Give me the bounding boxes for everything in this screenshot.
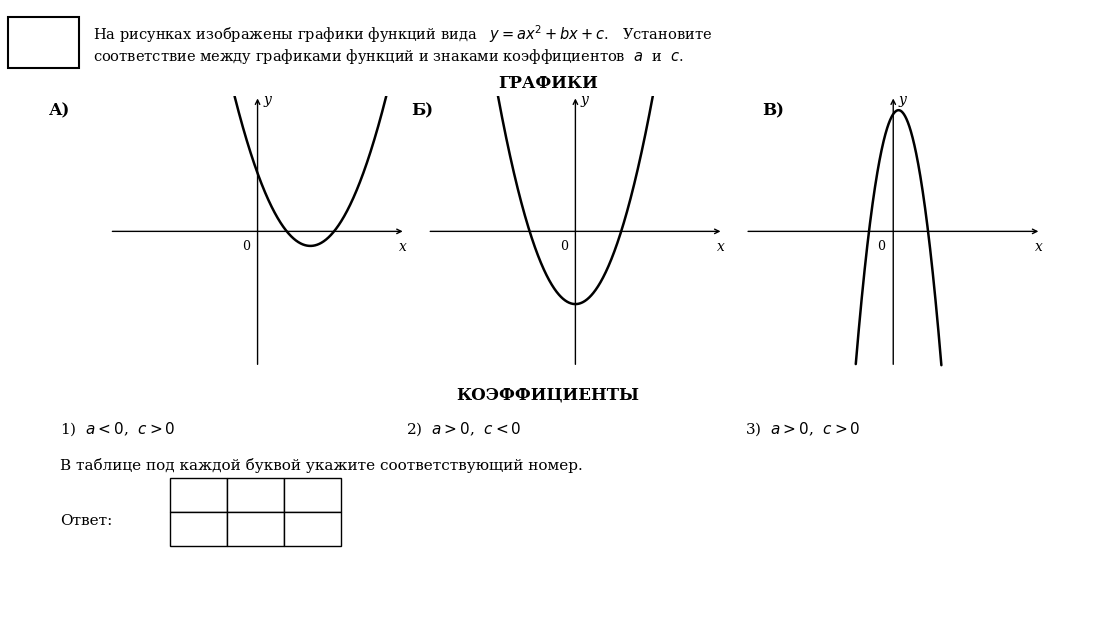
Text: Ответ:: Ответ:	[60, 515, 113, 528]
Text: x: x	[399, 240, 407, 254]
Text: КОЭФФИЦИЕНТЫ: КОЭФФИЦИЕНТЫ	[457, 386, 639, 404]
Text: x: x	[717, 240, 724, 254]
Text: y: y	[899, 94, 906, 107]
Text: В таблице под каждой буквой укажите соответствующий номер.: В таблице под каждой буквой укажите соот…	[60, 458, 583, 473]
Text: y: y	[263, 94, 271, 107]
Text: Б): Б)	[411, 102, 433, 120]
Text: 0: 0	[878, 241, 886, 254]
Text: Б: Б	[250, 488, 261, 502]
Text: 3)  $a>0$,  $c>0$: 3) $a>0$, $c>0$	[745, 420, 860, 437]
Text: 0: 0	[560, 241, 568, 254]
Text: 2)  $a>0$,  $c<0$: 2) $a>0$, $c<0$	[406, 420, 521, 437]
Bar	[227, 512, 284, 546]
Text: y: y	[581, 94, 589, 107]
Text: 1)  $a<0$,  $c>0$: 1) $a<0$, $c>0$	[60, 420, 175, 437]
Text: В): В)	[762, 102, 784, 120]
Text: x: x	[1035, 240, 1042, 254]
Text: А: А	[193, 488, 204, 502]
Text: 0: 0	[242, 241, 250, 254]
Bar	[284, 478, 341, 512]
Text: В: В	[307, 488, 318, 502]
Text: А): А)	[49, 102, 71, 120]
Text: соответствие между графиками функций и знаками коэффициентов  $a$  и  $c$.: соответствие между графиками функций и з…	[93, 48, 684, 66]
Bar	[227, 478, 284, 512]
Text: ГРАФИКИ: ГРАФИКИ	[498, 75, 598, 92]
Text: 11: 11	[28, 33, 57, 52]
FancyBboxPatch shape	[8, 17, 79, 68]
Bar	[170, 512, 227, 546]
Bar	[170, 478, 227, 512]
Bar	[284, 512, 341, 546]
Text: На рисунках изображены графики функций вида   $y=ax^2+bx+c$.   Установите: На рисунках изображены графики функций в…	[93, 23, 712, 45]
